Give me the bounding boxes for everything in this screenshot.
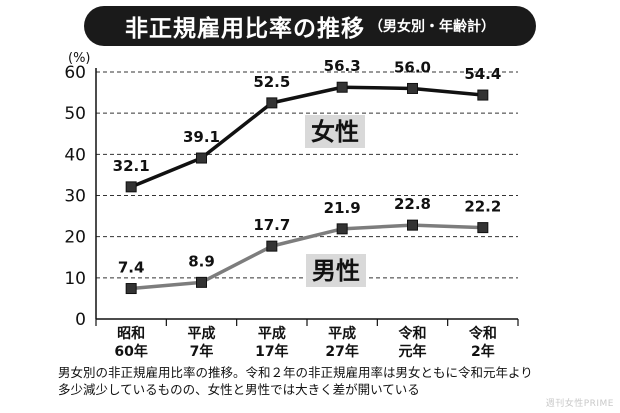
series-label-box <box>306 254 366 287</box>
y-tick-label: 0 <box>75 310 86 330</box>
data-point-marker <box>477 222 489 234</box>
data-point-marker <box>407 219 418 231</box>
data-point-marker <box>266 240 278 252</box>
x-tick-label-year: 60年 <box>114 343 147 360</box>
y-axis-unit-label: (%) <box>68 51 91 66</box>
series-label-box <box>305 115 365 148</box>
data-point-marker <box>125 181 137 193</box>
x-tick-label-era: 平成 <box>258 325 286 342</box>
x-tick-label-era: 平成 <box>328 325 356 342</box>
caption-line-2: 多少減少しているものの、女性と男性では大きく差が開いている <box>58 382 420 397</box>
chart-caption: 男女別の非正規雇用比率の推移。令和２年の非正規雇用率は男女ともに令和元年より 多… <box>58 364 598 398</box>
series-label: 男性 <box>312 257 360 285</box>
y-tick-label: 20 <box>64 228 86 248</box>
data-label: 22.8 <box>394 195 431 213</box>
data-label: 7.4 <box>118 259 145 277</box>
data-label: 32.1 <box>113 157 150 175</box>
data-point-marker <box>477 89 489 101</box>
chart-title-main: 非正規雇用比率の推移 <box>125 16 365 42</box>
y-tick-label: 10 <box>64 269 86 289</box>
x-tick-label-year: 27年 <box>325 343 358 360</box>
y-tick-label: 50 <box>64 104 86 124</box>
x-tick-label-era: 平成 <box>188 325 216 342</box>
data-point-marker <box>196 152 207 164</box>
data-label: 54.4 <box>464 65 501 83</box>
data-point-marker <box>196 276 207 288</box>
x-tick-label-era: 令和 <box>468 325 497 342</box>
y-tick-label: 30 <box>64 187 86 207</box>
chart-title-sub: （男女別・年齢計） <box>369 19 495 35</box>
data-label: 8.9 <box>188 252 215 270</box>
x-tick-label-year: 元年 <box>399 343 427 360</box>
x-tick-label-era: 令和 <box>398 325 427 342</box>
data-label: 21.9 <box>324 199 361 217</box>
data-label: 56.0 <box>394 58 431 76</box>
data-point-marker <box>125 283 137 295</box>
data-point-marker <box>407 82 418 94</box>
data-point-marker <box>336 81 348 93</box>
caption-line-1: 男女別の非正規雇用比率の推移。令和２年の非正規雇用率は男女ともに令和元年より <box>58 365 533 380</box>
series-line-female <box>130 85 483 189</box>
data-label: 52.5 <box>253 73 290 91</box>
chart-title: 非正規雇用比率の推移 （男女別・年齢計） <box>84 6 536 46</box>
x-tick-label-year: 7年 <box>190 343 214 360</box>
x-tick-label-year: 17年 <box>255 343 288 360</box>
data-label: 22.2 <box>464 198 501 216</box>
data-point-marker <box>336 223 348 235</box>
data-label: 39.1 <box>183 128 220 146</box>
series-label: 女性 <box>311 118 359 146</box>
x-tick-label-era: 昭和 <box>117 326 145 342</box>
y-tick-label: 40 <box>64 145 86 165</box>
data-point-marker <box>266 97 278 109</box>
data-label: 17.7 <box>253 216 290 234</box>
y-tick-label: 60 <box>64 63 86 83</box>
data-label: 56.3 <box>324 57 361 75</box>
x-tick-label-year: 2年 <box>471 343 495 360</box>
series-line-male <box>131 223 483 291</box>
publisher-logo: 週刊女性PRIME <box>545 399 614 409</box>
